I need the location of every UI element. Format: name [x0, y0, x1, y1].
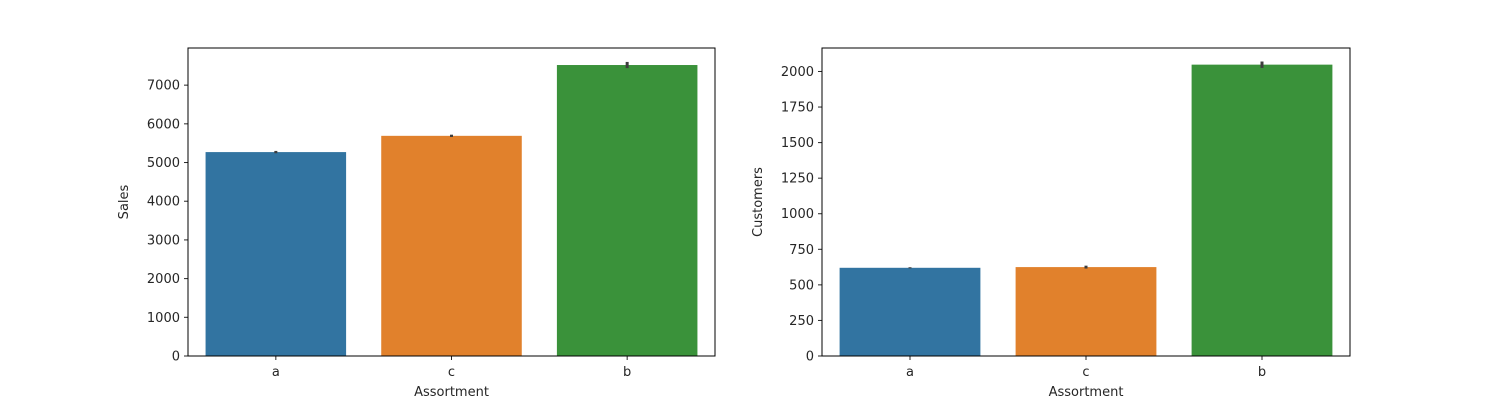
y-tick-label-500: 500	[789, 278, 814, 293]
bar-b	[556, 65, 698, 357]
bar-a	[839, 267, 981, 356]
y-tick-label-1000: 1000	[781, 207, 814, 222]
x-tick-label-c: c	[448, 365, 455, 380]
x-tick-label-a: a	[272, 365, 280, 380]
bar-c	[381, 135, 522, 356]
x-tick-label-a: a	[906, 365, 914, 380]
y-tick-label-0: 0	[806, 350, 814, 365]
y-tick-label-5000: 5000	[147, 156, 180, 171]
x-axis-label: Assortment	[414, 385, 489, 400]
y-tick-label-4000: 4000	[147, 195, 180, 210]
y-tick-label-7000: 7000	[147, 79, 180, 94]
customers-chart: a c b 0 250 500 750 1000 1250 1500 1750 2000 Assortm…	[751, 47, 1351, 400]
x-tick-label-b: b	[1258, 365, 1266, 380]
y-tick-label-1750: 1750	[781, 101, 814, 116]
y-tick-label-3000: 3000	[147, 233, 180, 248]
y-tick-label-250: 250	[789, 314, 814, 329]
bar-b	[1191, 64, 1333, 356]
y-tick-label-6000: 6000	[147, 117, 180, 132]
y-tick-label-2000: 2000	[147, 272, 180, 287]
axes-frame	[821, 47, 1351, 357]
y-axis-label: Customers	[751, 167, 766, 237]
sales-chart: a c b 0 1000 2000 3000 4000 5000 6000 7000 Assortme…	[117, 47, 716, 400]
y-tick-label-2000: 2000	[781, 65, 814, 80]
y-tick-label-1000: 1000	[147, 311, 180, 326]
x-axis-label: Assortment	[1049, 385, 1124, 400]
bar-c	[1015, 267, 1157, 356]
x-tick-label-b: b	[623, 365, 631, 380]
y-tick-label-1250: 1250	[781, 172, 814, 187]
y-axis-label: Sales	[117, 184, 132, 219]
axes-frame	[187, 47, 716, 357]
y-tick-label-750: 750	[789, 243, 814, 258]
y-tick-label-1500: 1500	[781, 136, 814, 151]
bar-a	[205, 152, 347, 356]
y-tick-label-0: 0	[172, 350, 180, 365]
x-tick-label-c: c	[1082, 365, 1089, 380]
